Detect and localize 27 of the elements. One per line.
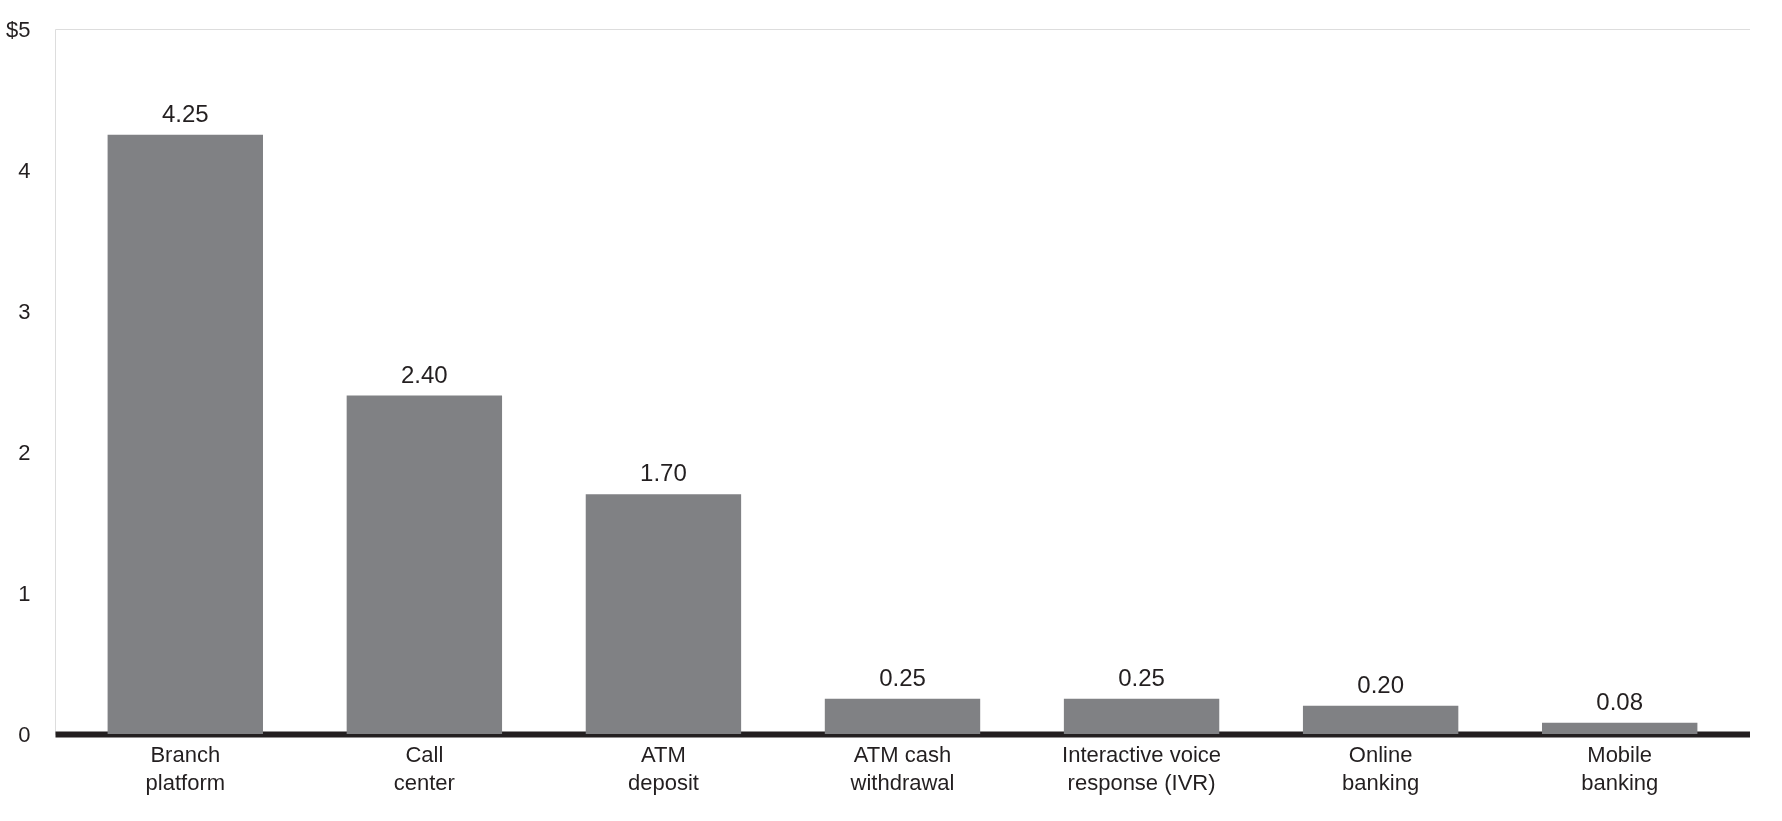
y-tick-label: 3: [18, 298, 31, 324]
bar: [585, 494, 742, 734]
y-tick-label: 0: [18, 721, 31, 747]
x-tick-label: Online banking: [1342, 741, 1420, 795]
data-label: 2.40: [401, 360, 448, 388]
bar: [1063, 698, 1220, 734]
bar: [824, 698, 981, 734]
data-label: 0.25: [1118, 663, 1165, 691]
x-tick-label: Interactive voice response (IVR): [1062, 741, 1222, 795]
bar: [346, 395, 503, 734]
y-tick-label: 1: [18, 580, 31, 606]
y-tick-label: 2: [18, 439, 31, 465]
x-tick-label: ATM deposit: [627, 741, 699, 795]
bar: [1302, 705, 1459, 734]
data-label: 0.25: [879, 663, 926, 691]
bar: [1542, 722, 1698, 734]
data-label: 4.25: [161, 99, 209, 127]
x-tick-label: Call center: [393, 741, 455, 795]
bar: [107, 134, 263, 734]
y-tick-label: 4: [18, 157, 31, 183]
x-tick-label: Branch platform: [145, 741, 226, 795]
data-label: 0.08: [1596, 687, 1644, 715]
y-tick-label: $5: [6, 16, 31, 42]
data-label: 0.20: [1357, 670, 1404, 698]
x-tick-label: Mobile banking: [1581, 741, 1659, 795]
data-label: 1.70: [640, 459, 687, 487]
x-tick-label: ATM cash withdrawal: [849, 741, 955, 795]
